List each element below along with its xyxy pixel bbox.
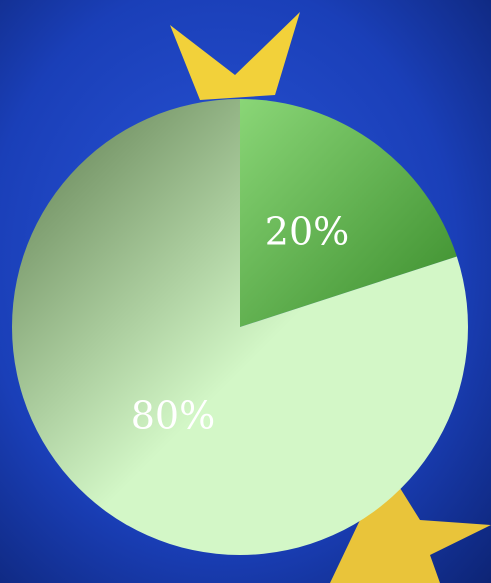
pie-slice [11,99,468,556]
pie-slice [240,99,457,327]
star [330,480,491,583]
pie: 20% 80% [11,99,468,556]
data-label: 20% [265,209,349,253]
star [170,12,300,100]
data-label: 80% [131,394,215,438]
